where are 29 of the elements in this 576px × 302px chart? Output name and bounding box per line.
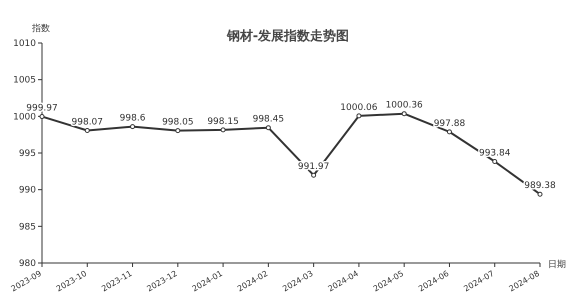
data-label: 998.05	[162, 118, 194, 128]
point	[402, 111, 407, 116]
data-label: 998.45	[252, 114, 284, 125]
point	[446, 129, 452, 134]
chart-title: 钢材-发展指数走势图	[226, 28, 350, 44]
y-tick-label: 995	[18, 149, 36, 159]
point	[266, 125, 271, 130]
point	[130, 124, 136, 130]
data-label: 1000.06	[340, 102, 378, 113]
x-axis-title: 日期	[548, 259, 566, 270]
point	[538, 192, 542, 197]
point	[84, 128, 90, 133]
point	[220, 127, 226, 132]
y-tick-label: 1010	[13, 39, 36, 49]
y-tick-label: 1005	[13, 76, 36, 86]
y-tick-label: 985	[18, 222, 36, 232]
y-tick-label: 990	[18, 186, 36, 196]
data-label: 998.07	[72, 117, 104, 128]
y-tick-label: 980	[18, 259, 36, 269]
point	[175, 128, 180, 134]
data-label: 998.6	[120, 114, 146, 124]
y-axis-title: 指数	[31, 23, 50, 34]
y-tick-label: 1000	[13, 112, 36, 122]
data-label: 997.88	[434, 118, 466, 129]
point	[311, 172, 316, 178]
point	[492, 159, 498, 164]
data-label: 998.15	[207, 116, 239, 127]
data-label: 1000.36	[386, 100, 424, 111]
point	[356, 113, 362, 118]
